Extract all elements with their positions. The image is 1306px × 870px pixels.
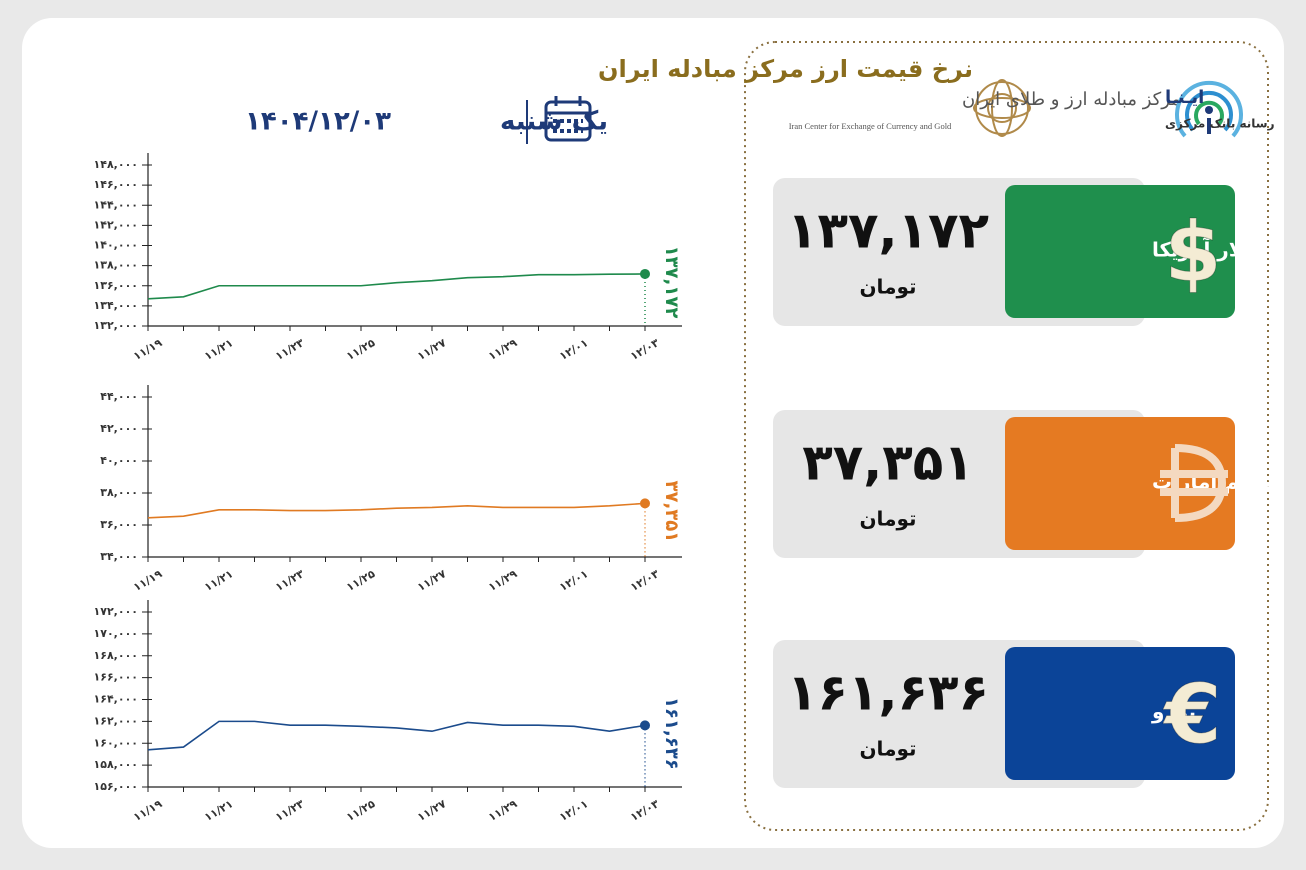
y-tick-label: ۱۵۶,۰۰۰ xyxy=(94,780,138,793)
value-label: ۳۷,۳۵۱ xyxy=(661,480,682,542)
rate-unit: تومان xyxy=(859,507,916,531)
currency-symbol: € xyxy=(1162,667,1221,762)
line-series xyxy=(147,273,646,300)
card-label-bg xyxy=(1005,185,1235,318)
ina-logo-sub: رسانه بانک مرکزی xyxy=(1165,117,1275,131)
y-tick-label: ۳۴,۰۰۰ xyxy=(100,550,138,563)
card-label-bg xyxy=(1005,647,1235,780)
y-tick-label: ۱۶۴,۰۰۰ xyxy=(94,693,138,706)
y-tick-label: ۴۰,۰۰۰ xyxy=(100,454,138,467)
dirham-icon xyxy=(1160,444,1228,522)
y-tick-label: ۱۴۴,۰۰۰ xyxy=(94,198,138,211)
y-tick-label: ۱۳۶,۰۰۰ xyxy=(94,279,138,292)
rate-unit: تومان xyxy=(859,275,916,299)
y-tick-label: ۱۶۰,۰۰۰ xyxy=(94,736,138,749)
rate-value: ۱۶۱,۶۳۶ xyxy=(787,664,989,722)
y-tick-label: ۱۶۸,۰۰۰ xyxy=(94,649,138,662)
currency-symbol: $ xyxy=(1164,205,1221,300)
y-tick-label: ۱۳۲,۰۰۰ xyxy=(94,319,138,332)
last-point xyxy=(640,720,650,731)
title: نرخ قیمت ارز مرکز مبادله ایران xyxy=(598,55,973,83)
y-tick-label: ۱۴۸,۰۰۰ xyxy=(94,158,138,171)
center-logo-en: Iran Center for Exchange of Currency and… xyxy=(789,121,952,131)
value-label: ۱۳۷,۱۷۲ xyxy=(661,246,682,319)
currency-name: یورو xyxy=(1151,700,1196,724)
rate-value: ۱۳۷,۱۷۲ xyxy=(787,202,989,260)
y-tick-label: ۱۴۰,۰۰۰ xyxy=(94,239,138,252)
value-label: ۱۶۱,۶۳۶ xyxy=(661,697,682,770)
y-tick-label: ۱۶۲,۰۰۰ xyxy=(94,714,138,727)
y-tick-label: ۴۲,۰۰۰ xyxy=(100,422,138,435)
calendar-icon xyxy=(544,96,592,142)
date: ۱۴۰۴/۱۲/۰۳ xyxy=(245,107,391,137)
y-tick-label: ۳۸,۰۰۰ xyxy=(100,486,138,499)
line-series xyxy=(147,720,646,751)
center-logo-icon xyxy=(973,79,1031,137)
rate-value: ۳۷,۳۵۱ xyxy=(802,434,974,492)
currency-name: دلار آمریکا xyxy=(1152,237,1254,262)
y-tick-label: ۱۵۸,۰۰۰ xyxy=(94,758,138,771)
last-point xyxy=(640,498,650,509)
rate-unit: تومان xyxy=(859,737,916,761)
y-tick-label: ۱۳۸,۰۰۰ xyxy=(94,259,138,272)
y-tick-label: ۱۷۰,۰۰۰ xyxy=(94,627,138,640)
line-series xyxy=(147,502,646,519)
ina-logo-icon xyxy=(1175,80,1243,138)
dirham-shape xyxy=(1171,444,1227,522)
center-logo-fa: مرکز مبادله ارز و طلای ایران xyxy=(962,89,1181,110)
y-tick-label: ۱۶۶,۰۰۰ xyxy=(94,671,138,684)
y-tick-label: ۱۴۶,۰۰۰ xyxy=(94,178,138,191)
ina-logo: ایـنـا xyxy=(1165,87,1204,108)
y-tick-label: ۱۷۲,۰۰۰ xyxy=(94,605,138,618)
y-tick-label: ۱۴۲,۰۰۰ xyxy=(94,218,138,231)
y-tick-label: ۱۳۴,۰۰۰ xyxy=(94,299,138,312)
y-tick-label: ۴۴,۰۰۰ xyxy=(100,390,138,403)
last-point xyxy=(640,268,650,279)
y-tick-label: ۳۶,۰۰۰ xyxy=(100,518,138,531)
